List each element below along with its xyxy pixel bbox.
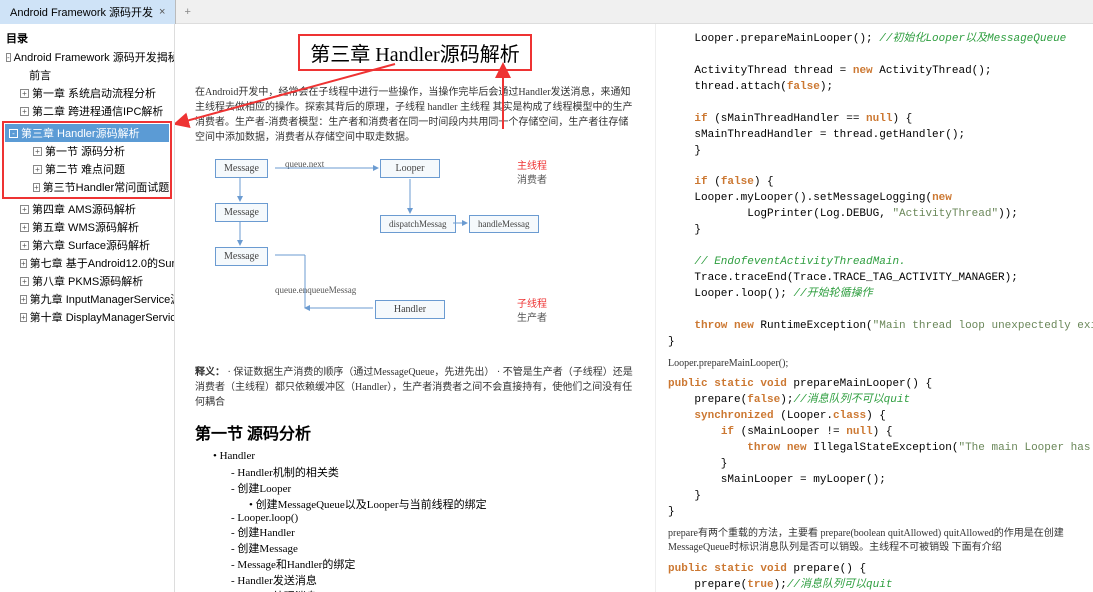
bullet: - Message和Handler的绑定 [231,556,635,572]
toc-item[interactable]: 前言 [2,66,172,84]
consumer-label: 消费者 [517,171,547,186]
toc-item[interactable]: +第九章 InputManagerService源码解析 [2,290,172,308]
document-column: 第三章 Handler源码解析 在Android开发中，经常会在子线程中进行一些… [175,24,655,592]
tab-add[interactable]: + [176,2,198,22]
toc-item[interactable]: +第八章 PKMS源码解析 [2,272,172,290]
msg-box: Message [215,159,268,178]
bullet: - Handler机制的相关类 [231,464,635,480]
looper-box: Looper [380,159,440,178]
content: 第三章 Handler源码解析 在Android开发中，经常会在子线程中进行一些… [175,24,1093,592]
toc-chapter-3[interactable]: -第三章 Handler源码解析 [5,124,169,142]
child-thread-label: 子线程 [517,295,547,310]
intro-text: 在Android开发中，经常会在子线程中进行一些操作，当操作完毕后会通过Hand… [195,85,635,145]
section-1-title: 第一节 源码分析 [195,420,635,444]
toc-sub-item[interactable]: +第二节 难点问题 [5,160,169,178]
tab-bar: Android Framework 源码开发 × + [0,0,1093,24]
bullet: - Handler发送消息 [231,572,635,588]
bullet: • Handler [213,450,635,462]
tab-active[interactable]: Android Framework 源码开发 × [0,0,176,24]
toc-sub-item[interactable]: +第一节 源码分析 [5,142,169,160]
explain-label: 释义： [195,367,225,378]
toc-label: Android Framework 源码开发揭秘 [14,49,175,65]
toc-root[interactable]: -Android Framework 源码开发揭秘 [2,48,172,66]
bullet: - 创建Handler [231,524,635,540]
producer-label: 生产者 [517,309,547,324]
toc-highlighted-group: -第三章 Handler源码解析 +第一节 源码分析+第二节 难点问题+第三节H… [2,121,172,199]
toc-item[interactable]: +第二章 跨进程通信IPC解析 [2,102,172,120]
tab-title: Android Framework 源码开发 [10,4,153,20]
bullet: - Looper.loop() [231,512,635,524]
msg-box: Message [215,203,268,222]
toc-item[interactable]: +第四章 AMS源码解析 [2,200,172,218]
main-area: 目录 -Android Framework 源码开发揭秘 前言+第一章 系统启动… [0,24,1093,592]
dispatch-box: dispatchMessag [380,215,456,233]
toc-item[interactable]: +第七章 基于Android12.0的SurfaceFlinger源 [2,254,172,272]
queue-next-label: queue.next [285,159,324,169]
close-icon[interactable]: × [159,6,165,18]
code-column: Looper.prepareMainLooper(); //初始化Looper以… [655,24,1093,592]
handler-box: Handler [375,300,445,319]
toc-item[interactable]: +第五章 WMS源码解析 [2,218,172,236]
sidebar: 目录 -Android Framework 源码开发揭秘 前言+第一章 系统启动… [0,24,175,592]
code-note: prepare有两个重载的方法，主要看 prepare(boolean quit… [668,527,1081,556]
code-note: Looper.prepareMainLooper(); [668,357,1081,372]
toc-item[interactable]: +第一章 系统启动流程分析 [2,84,172,102]
explain: 释义： · 保证数据生产消费的顺序（通过MessageQueue，先进先出） ·… [195,365,635,410]
toc-item[interactable]: +第十章 DisplayManagerService源码解析 [2,308,172,326]
toc-label: 第三章 Handler源码解析 [21,125,140,141]
enqueue-label: queue.enqueueMessag [275,285,356,295]
toc-title: 目录 [2,28,172,48]
bullet: - Handler处理消息 [231,588,635,592]
main-thread-label: 主线程 [517,157,547,172]
bullet: - 创建Message [231,540,635,556]
chapter-title: 第三章 Handler源码解析 [298,34,531,71]
explain-text: · 保证数据生产消费的顺序（通过MessageQueue，先进先出） · 不管是… [195,367,633,408]
msg-box: Message [215,247,268,266]
bullet: - 创建Looper [231,480,635,496]
handle-box: handleMessag [469,215,539,233]
toc-sub-item[interactable]: +第三节Handler常问面试题 [5,178,169,196]
toc-item[interactable]: +第六章 Surface源码解析 [2,236,172,254]
bullet: • 创建MessageQueue以及Looper与当前线程的绑定 [249,496,635,512]
flow-diagram: Message Message Message Looper dispatchM… [205,155,565,355]
